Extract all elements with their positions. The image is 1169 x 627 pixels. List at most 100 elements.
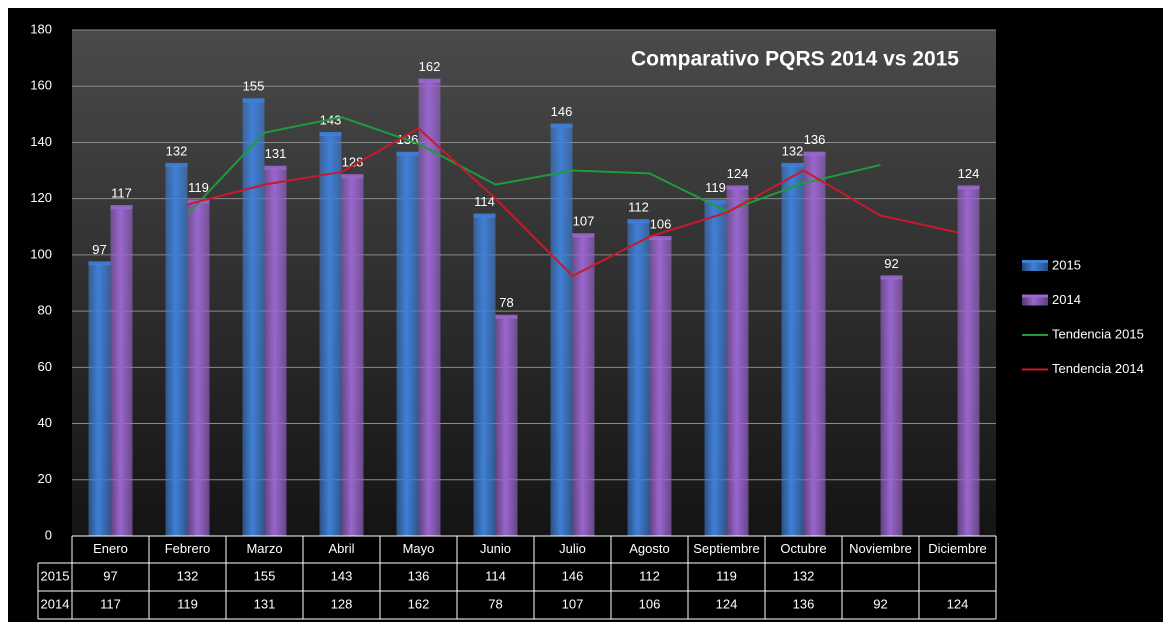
bar-top — [649, 236, 672, 241]
table-cell: 97 — [103, 568, 117, 583]
bar-top — [165, 162, 188, 167]
legend-swatch — [1022, 295, 1048, 306]
bar — [572, 235, 595, 536]
x-tick-label: Marzo — [246, 541, 282, 556]
bar-top — [418, 78, 441, 83]
bar — [627, 221, 650, 536]
y-tick-label: 40 — [38, 415, 52, 430]
bar-top — [957, 185, 980, 190]
x-tick-label: Septiembre — [693, 541, 759, 556]
data-label: 114 — [474, 194, 495, 209]
bar-top — [550, 123, 573, 128]
table-cell: 114 — [485, 568, 506, 583]
table-cell: 132 — [793, 568, 815, 583]
bar-top — [88, 261, 111, 266]
bar-top — [341, 174, 364, 179]
table-cell: 131 — [254, 596, 276, 611]
x-tick-label: Agosto — [629, 541, 669, 556]
y-tick-label: 100 — [30, 246, 52, 261]
table-cell: 128 — [331, 596, 353, 611]
table-cell: 132 — [177, 568, 199, 583]
table-cell: 124 — [716, 596, 738, 611]
bar — [473, 215, 496, 537]
legend-label: Tendencia 2015 — [1052, 326, 1144, 341]
legend-label: 2014 — [1052, 292, 1081, 307]
x-tick-label: Febrero — [165, 541, 211, 556]
bar — [110, 207, 133, 536]
data-label: 132 — [166, 143, 188, 158]
y-tick-label: 140 — [30, 134, 52, 149]
x-tick-label: Octubre — [780, 541, 826, 556]
y-tick-label: 60 — [38, 359, 52, 374]
bar — [165, 164, 188, 536]
table-cell: 112 — [639, 568, 660, 583]
bar — [649, 238, 672, 536]
legend-swatch — [1022, 261, 1048, 271]
table-cell: 143 — [331, 568, 353, 583]
data-label: 136 — [804, 132, 826, 147]
bar — [88, 263, 111, 536]
data-label: 117 — [111, 186, 132, 201]
table-cell: 136 — [408, 568, 430, 583]
x-tick-label: Enero — [93, 541, 128, 556]
x-tick-label: Diciembre — [928, 541, 987, 556]
y-tick-label: 160 — [30, 78, 52, 93]
data-label: 92 — [884, 256, 898, 271]
table-cell: 107 — [562, 596, 584, 611]
bar — [242, 100, 265, 537]
bar — [726, 187, 749, 536]
table-cell: 92 — [873, 596, 887, 611]
table-cell: 117 — [100, 596, 121, 611]
data-label: 107 — [573, 214, 595, 229]
bar — [957, 187, 980, 536]
data-label: 131 — [265, 146, 287, 161]
table-cell: 162 — [408, 596, 430, 611]
data-label: 132 — [782, 143, 804, 158]
data-label: 124 — [958, 166, 980, 181]
bar-top — [627, 219, 650, 224]
bar-top — [495, 314, 518, 319]
plot-area — [72, 30, 996, 536]
x-tick-label: Julio — [559, 541, 586, 556]
y-tick-label: 0 — [45, 527, 52, 542]
data-label: 155 — [243, 79, 265, 94]
trend-line — [187, 127, 958, 278]
bar-top — [110, 205, 133, 210]
table-cell: 78 — [488, 596, 502, 611]
bar-top — [803, 151, 826, 156]
bar — [880, 277, 903, 536]
bar — [418, 80, 441, 536]
bar-top — [473, 213, 496, 218]
data-label: 162 — [419, 59, 441, 74]
chart-title: Comparativo PQRS 2014 vs 2015 — [631, 48, 959, 71]
bar — [550, 125, 573, 537]
y-tick-label: 20 — [38, 471, 52, 486]
bar-top — [319, 132, 342, 137]
x-tick-label: Mayo — [403, 541, 435, 556]
y-tick-label: 180 — [30, 21, 52, 36]
bar-top — [264, 165, 287, 170]
bar-top — [242, 98, 265, 103]
x-tick-label: Noviembre — [849, 541, 912, 556]
data-label: 112 — [628, 200, 649, 215]
table-cell: 146 — [562, 568, 584, 583]
legend-swatch-top — [1022, 294, 1048, 298]
data-label: 119 — [188, 180, 209, 195]
bar-top — [704, 199, 727, 204]
data-label: 146 — [551, 104, 573, 119]
table-cell: 119 — [177, 596, 198, 611]
bar-top — [726, 185, 749, 190]
bar — [396, 153, 419, 536]
bar — [264, 167, 287, 536]
data-label: 119 — [705, 180, 726, 195]
trend-line — [186, 116, 881, 215]
table-row-label: 2015 — [41, 568, 70, 583]
bar — [341, 176, 364, 536]
table-row-label: 2014 — [41, 596, 70, 611]
legend-swatch-top — [1022, 260, 1048, 263]
data-label: 124 — [727, 166, 749, 181]
bar-top — [572, 233, 595, 238]
data-label: 78 — [499, 295, 513, 310]
bar — [495, 316, 518, 536]
